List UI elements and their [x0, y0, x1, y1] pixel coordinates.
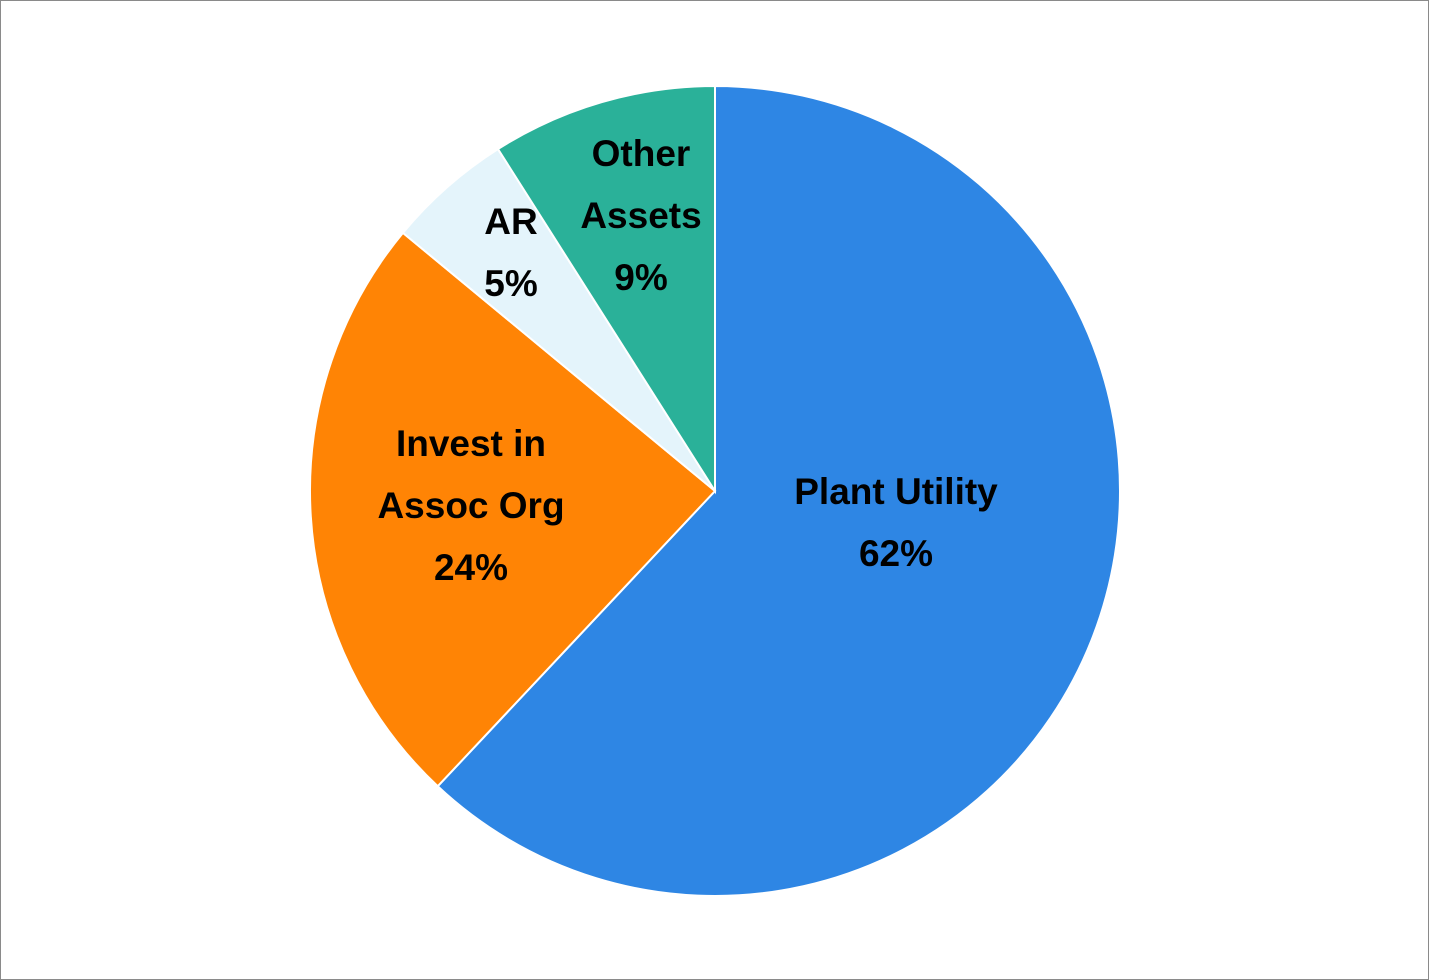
pie-slice: [436, 84, 1121, 897]
value-label: 5%: [484, 263, 538, 304]
slice-label: AR 5%: [466, 191, 556, 315]
value-label: 62%: [858, 533, 934, 574]
category-label: Plant Utility: [794, 471, 998, 512]
slice-label: Plant Utility 62%: [736, 461, 1056, 585]
slice-label: Other Assets 9%: [561, 123, 721, 309]
pie-slice: [496, 84, 716, 495]
category-label: AR: [484, 201, 538, 242]
slice-label: Invest in Assoc Org 24%: [351, 413, 591, 599]
category-label: Invest in Assoc Org: [377, 423, 565, 526]
value-label: 9%: [614, 257, 668, 298]
value-label: 24%: [433, 547, 509, 588]
pie-slice: [309, 231, 717, 788]
category-label: Other Assets: [580, 133, 702, 236]
